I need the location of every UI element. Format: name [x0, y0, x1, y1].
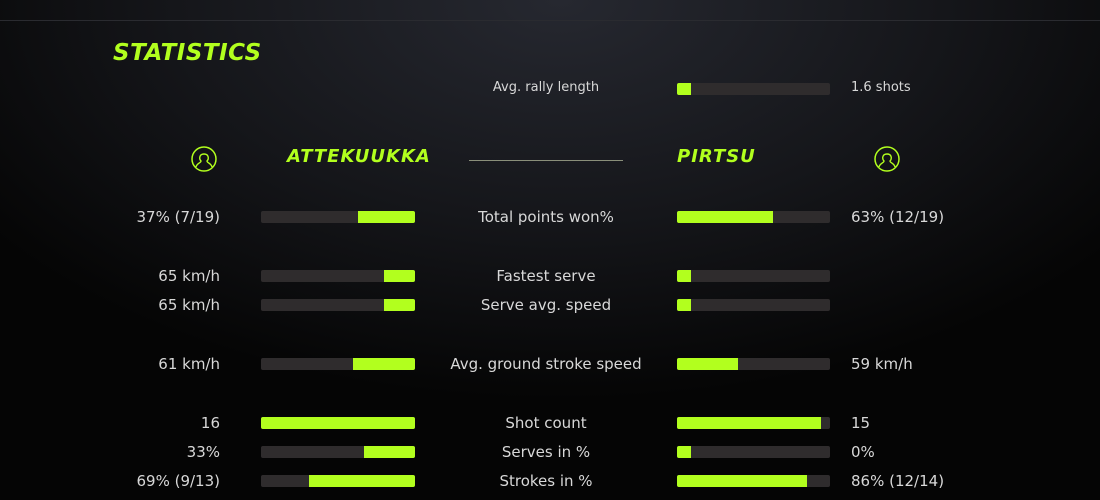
stat-label: Avg. ground stroke speed: [450, 355, 642, 373]
bar-fill: [358, 211, 415, 223]
right-bar: [677, 358, 830, 370]
bar-fill: [677, 475, 808, 487]
right-bar: [677, 475, 830, 487]
right-bar: [677, 417, 830, 429]
left-bar: [261, 270, 415, 282]
user-circle-icon: [191, 146, 217, 172]
bar-fill: [261, 417, 415, 429]
stat-row: 61 km/h Avg. ground stroke speed 59 km/h: [0, 355, 1100, 375]
stat-row: 37% (7/19) Total points won% 63% (12/19): [0, 208, 1100, 228]
left-value: 37% (7/19): [136, 208, 221, 226]
left-bar: [261, 211, 415, 223]
stat-row-rally: Avg. rally length 1.6 shots: [0, 80, 1100, 100]
header-divider: [469, 160, 623, 161]
bar-fill: [384, 299, 415, 311]
bar-fill: [677, 299, 691, 311]
stat-row: 16 Shot count 15: [0, 414, 1100, 434]
stat-label: Serve avg. speed: [480, 296, 612, 314]
page-title: STATISTICS: [113, 40, 262, 66]
right-bar: [677, 446, 830, 458]
bar-fill: [353, 358, 415, 370]
rally-bar: [677, 83, 830, 95]
right-bar: [677, 270, 830, 282]
bar-fill: [384, 270, 415, 282]
left-bar: [261, 475, 415, 487]
player-right-name: PIRTSU: [677, 146, 756, 167]
right-bar: [677, 299, 830, 311]
left-value: 69% (9/13): [136, 472, 221, 490]
stat-label: Avg. rally length: [492, 80, 600, 95]
stat-row: 33% Serves in % 0%: [0, 443, 1100, 463]
right-value: 0%: [851, 443, 875, 461]
right-value: 59 km/h: [851, 355, 913, 373]
stat-row: 65 km/h Fastest serve: [0, 267, 1100, 287]
left-value: 65 km/h: [158, 296, 220, 314]
player-left-name: ATTEKUUKKA: [287, 146, 431, 167]
user-circle-icon: [874, 146, 900, 172]
left-bar: [261, 417, 415, 429]
top-divider: [0, 20, 1100, 21]
right-value: 86% (12/14): [851, 472, 945, 490]
bar-fill: [677, 417, 821, 429]
stat-label: Total points won%: [478, 208, 614, 226]
stat-label: Fastest serve: [496, 267, 596, 285]
stat-label: Strokes in %: [499, 472, 593, 490]
right-value: 63% (12/19): [851, 208, 945, 226]
stat-row: 65 km/h Serve avg. speed: [0, 296, 1100, 316]
bar-fill: [308, 475, 415, 487]
right-value: 15: [851, 414, 871, 432]
stat-label: Shot count: [505, 414, 587, 432]
stat-label: Serves in %: [501, 443, 591, 461]
bar-fill: [677, 211, 774, 223]
bar-fill: [364, 446, 415, 458]
bar-fill: [677, 83, 691, 95]
stat-row: 69% (9/13) Strokes in % 86% (12/14): [0, 472, 1100, 492]
rally-value: 1.6 shots: [851, 80, 911, 95]
bar-fill: [677, 446, 691, 458]
bar-fill: [677, 270, 691, 282]
left-value: 33%: [186, 443, 220, 461]
left-value: 16: [200, 414, 220, 432]
left-bar: [261, 299, 415, 311]
left-bar: [261, 446, 415, 458]
bar-fill: [677, 358, 739, 370]
left-value: 61 km/h: [158, 355, 220, 373]
left-value: 65 km/h: [158, 267, 220, 285]
right-bar: [677, 211, 830, 223]
left-bar: [261, 358, 415, 370]
